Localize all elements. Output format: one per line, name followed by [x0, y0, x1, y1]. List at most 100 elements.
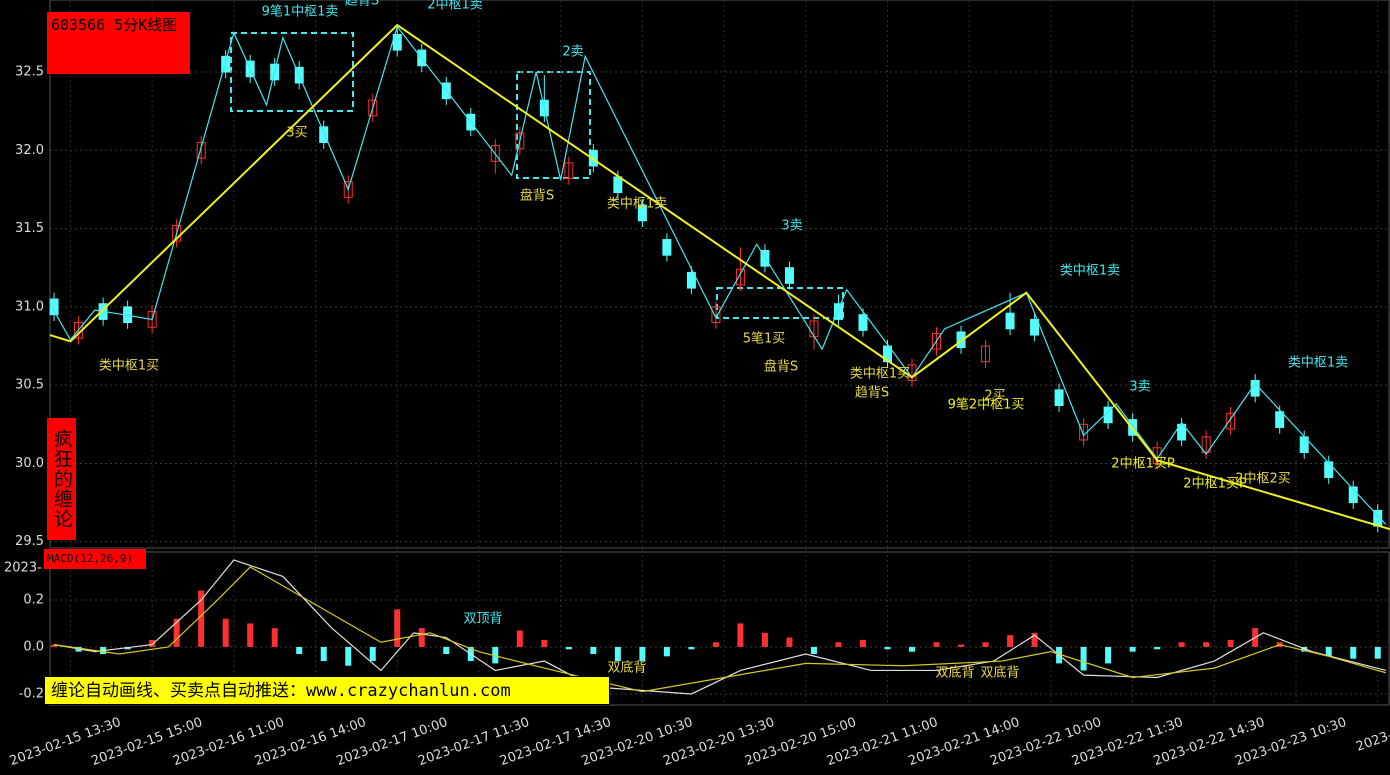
candle-body [981, 345, 991, 363]
macd-bar [198, 590, 205, 647]
candle-body [784, 267, 794, 284]
y-tick-label: 31.0 [15, 299, 44, 314]
candle-body [343, 181, 353, 198]
candle-body [833, 303, 843, 320]
side-label: 疯狂的缠论 [47, 418, 76, 540]
macd-bar [296, 646, 303, 654]
annotation: 2中枢1买P [1111, 457, 1175, 472]
macd-bar [1105, 646, 1112, 664]
y-tick-label: 29.5 [15, 534, 44, 549]
y-tick-label: 30.0 [15, 456, 44, 471]
macd-bar [541, 639, 548, 647]
macd-bar [1350, 646, 1357, 659]
candle-body [1201, 436, 1211, 453]
candle-body [1324, 461, 1334, 479]
candle-body [1005, 312, 1015, 330]
macd-bar [1227, 639, 1234, 647]
candle-body [1275, 411, 1285, 428]
annotation: 9笔1中枢1卖 [262, 4, 339, 20]
macd-bar [958, 644, 965, 647]
candle-body [932, 332, 942, 350]
macd-bar [516, 630, 523, 647]
macd-bar [1374, 646, 1381, 659]
macd-bar [761, 632, 768, 647]
macd-bar [271, 628, 278, 647]
macd-bar [443, 646, 450, 654]
macd-bar [247, 623, 254, 647]
candle-body [392, 33, 402, 51]
y-tick-label: -0.2 [19, 686, 44, 701]
annotation: 类中枢1卖 [1060, 264, 1120, 279]
macd-frame [49, 551, 1390, 706]
macd-bar [345, 646, 352, 666]
annotation: 5笔1买 [743, 331, 786, 347]
macd-bar [663, 646, 670, 657]
y-tick-label: 32.0 [15, 143, 44, 158]
macd-bar [173, 618, 180, 647]
candle-body [147, 311, 157, 328]
candle-body [221, 55, 231, 73]
annotation: 9笔2中枢1买 [948, 397, 1025, 413]
macd-bar [565, 646, 572, 650]
macd-bar [1129, 646, 1136, 652]
macd-bar [1301, 646, 1308, 652]
annotation: 类中枢1买 [850, 367, 910, 382]
macd-bar [1178, 642, 1185, 647]
line-series [49, 25, 1387, 525]
annotation: 类中枢1卖 [1288, 356, 1348, 371]
line-series [49, 23, 1390, 531]
y-tick-label: 30.5 [15, 378, 44, 393]
macd-bar [1031, 632, 1038, 647]
y-tick-label: 0.0 [23, 639, 44, 654]
zhongshu [516, 71, 591, 179]
macd-bar [786, 637, 793, 647]
banner: 缠论自动画线、买卖点自动推送：www.crazychanlun.com [44, 676, 610, 705]
macd-bar [590, 646, 597, 654]
candle-body [735, 268, 745, 286]
candle-body [637, 204, 647, 222]
macd-bar [859, 639, 866, 647]
annotation: 盘背S [520, 188, 554, 204]
candle-body [1030, 318, 1040, 336]
annotation: 趋背S [855, 386, 889, 401]
macd-bar [810, 646, 817, 654]
y-tick-label: 32.5 [15, 65, 44, 80]
annotation: 2中枢1买P [1183, 477, 1247, 492]
annotation: 类中枢1卖 [607, 197, 667, 212]
macd-bar [933, 642, 940, 647]
candle-body [1054, 389, 1064, 407]
macd-bar [1080, 646, 1087, 671]
candle-body [368, 99, 378, 117]
annotation: 双底背 [607, 660, 646, 676]
macd-bar [1007, 635, 1014, 647]
candle-body [1348, 486, 1358, 504]
macd-bar [688, 646, 695, 650]
candle-body [858, 314, 868, 331]
macd-bar [418, 628, 425, 647]
candle-body [515, 132, 525, 150]
macd-bar [639, 646, 646, 662]
annotation: 2买 [984, 389, 1005, 404]
candle-body [564, 162, 574, 179]
macd-bar [982, 642, 989, 647]
macd-bar [1325, 646, 1332, 657]
candle-body [613, 176, 623, 194]
macd-bar [909, 646, 916, 652]
stray-label: 2023- [4, 561, 42, 576]
y-tick-label: 31.5 [15, 221, 44, 236]
annotation: 双底背 [935, 665, 974, 681]
chart-title: 603566 5分K线图 [47, 12, 190, 74]
price-frame [49, 0, 1390, 549]
macd-bar [737, 623, 744, 647]
y-tick-label: 0.2 [23, 592, 44, 607]
annotation: 3买 [286, 126, 307, 141]
macd-bar [712, 642, 719, 647]
candle-body [196, 141, 206, 159]
candle-body [319, 126, 329, 143]
annotation: 3卖 [781, 219, 802, 234]
annotation: 2中枢2买 [1235, 472, 1291, 487]
macd-bar [369, 646, 376, 662]
annotation: 类中枢1买 [99, 359, 159, 374]
macd-bar [320, 646, 327, 662]
